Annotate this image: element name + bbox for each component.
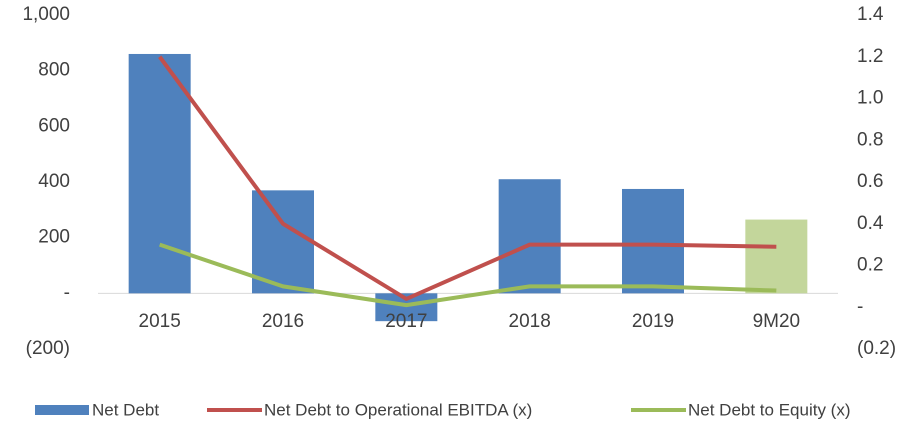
- legend-label: Net Debt: [92, 400, 159, 419]
- x-tick-label: 2018: [509, 311, 551, 332]
- y2ticks-label: 0.4: [857, 213, 884, 234]
- y2ticks-label: -: [857, 296, 863, 317]
- bar: [498, 179, 561, 294]
- bar: [745, 219, 808, 294]
- x-tick-label: 2019: [632, 311, 674, 332]
- bar: [622, 188, 684, 294]
- yticks-label: 400: [38, 171, 70, 192]
- y2ticks-label: 0.8: [857, 129, 883, 150]
- y2ticks-label: 0.6: [857, 171, 883, 192]
- yticks-label: 600: [38, 115, 70, 136]
- y2ticks-label: 0.2: [857, 255, 883, 276]
- legend-swatch: [35, 405, 89, 415]
- x-tick-label: 9M20: [753, 311, 801, 332]
- legend-label: Net Debt to Equity (x): [688, 400, 851, 419]
- line: [158, 55, 777, 301]
- yticks-label: 800: [38, 60, 70, 81]
- y2ticks-label: (0.2): [857, 338, 896, 359]
- yticks-label: 1,000: [22, 4, 70, 25]
- y2ticks-label: 1.4: [857, 4, 884, 25]
- y2ticks-label: 1.0: [857, 88, 883, 109]
- bar: [252, 190, 314, 294]
- bar: [128, 53, 191, 294]
- x-tick-label: 2017: [385, 311, 427, 332]
- x-tick-label: 2015: [139, 311, 181, 332]
- line: [159, 242, 777, 308]
- yticks-label: -: [64, 282, 70, 303]
- yticks-label: (200): [26, 338, 70, 359]
- yticks-label: 200: [38, 227, 70, 248]
- y2ticks-label: 1.2: [857, 46, 883, 67]
- x-tick-label: 2016: [262, 311, 304, 332]
- legend-label: Net Debt to Operational EBITDA (x): [264, 400, 532, 419]
